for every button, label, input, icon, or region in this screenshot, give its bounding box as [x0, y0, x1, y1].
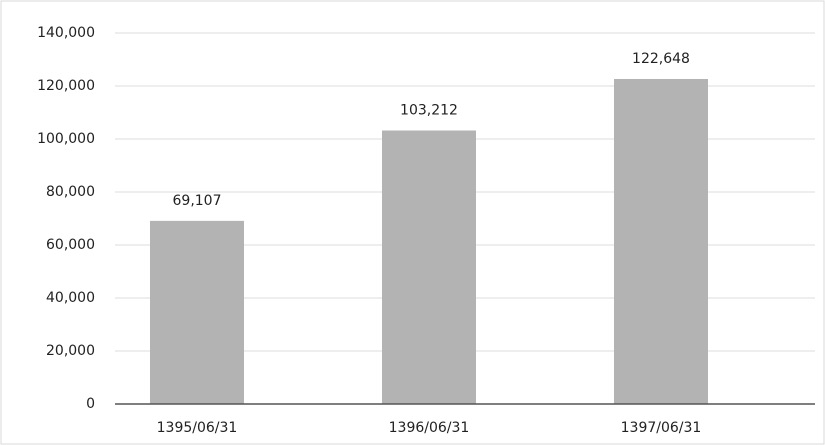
bar: [382, 130, 476, 404]
x-tick-label: 1396/06/31: [389, 420, 470, 436]
y-tick-label: 20,000: [46, 343, 95, 359]
value-label: 69,107: [173, 193, 222, 209]
x-tick-label: 1395/06/31: [157, 420, 238, 436]
y-tick-label: 40,000: [46, 290, 95, 306]
y-tick-label: 120,000: [37, 78, 95, 94]
y-tick-label: 0: [86, 396, 95, 412]
y-tick-label: 80,000: [46, 184, 95, 200]
x-tick-label: 1397/06/31: [621, 420, 702, 436]
value-label: 103,212: [400, 102, 458, 118]
bar: [614, 78, 708, 405]
y-tick-label: 140,000: [37, 25, 95, 41]
y-tick-label: 100,000: [37, 131, 95, 147]
value-label: 122,648: [632, 51, 690, 67]
y-tick-label: 60,000: [46, 237, 95, 253]
bar: [150, 220, 244, 404]
